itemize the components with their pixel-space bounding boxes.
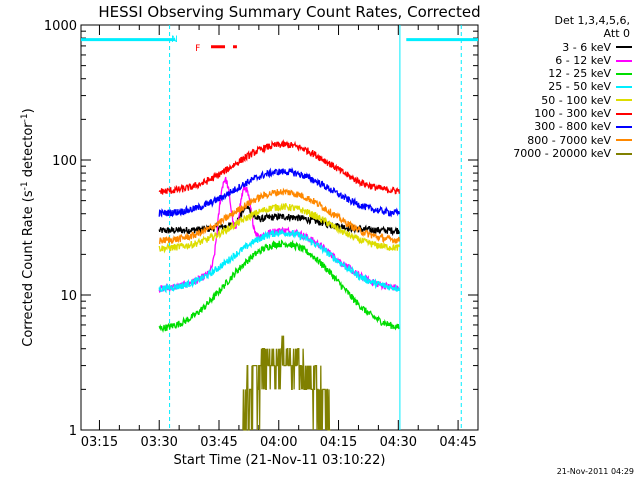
legend-entry: 800 - 7000 keV xyxy=(470,134,632,147)
y-tick-label: 1000 xyxy=(44,19,77,34)
legend-swatch xyxy=(616,152,632,155)
legend-label: 3 - 6 keV xyxy=(562,40,611,54)
series-line-3 xyxy=(158,228,400,294)
series-line-5 xyxy=(158,139,400,195)
x-tick-label: 04:00 xyxy=(260,435,297,450)
legend-label: 300 - 800 keV xyxy=(534,120,611,134)
chart-title: HESSI Observing Summary Count Rates, Cor… xyxy=(98,3,480,21)
legend-entry: 6 - 12 keV xyxy=(470,54,632,67)
x-tick-label: 04:45 xyxy=(439,435,476,450)
legend-entry: 12 - 25 keV xyxy=(470,67,632,80)
legend-swatch xyxy=(616,99,632,102)
flag-label: F xyxy=(195,44,200,54)
x-tick-label: 04:30 xyxy=(380,435,417,450)
legend-swatch xyxy=(616,46,632,49)
series-line-2 xyxy=(158,239,400,333)
legend-swatch xyxy=(616,72,632,75)
y-tick-label: 100 xyxy=(52,154,77,169)
y-axis-label-part: ) xyxy=(21,108,36,113)
legend-entry: 100 - 300 keV xyxy=(470,107,632,120)
legend-swatch xyxy=(616,126,632,129)
series-line-8 xyxy=(242,335,331,431)
y-axis-label-part: detector xyxy=(21,122,36,182)
legend-swatch xyxy=(616,86,632,89)
y-axis-label-part: -1 xyxy=(20,113,30,122)
x-axis-label: Start Time (21-Nov-11 03:10:22) xyxy=(174,453,386,468)
legend-entry: 25 - 50 keV xyxy=(470,80,632,93)
y-axis-label-part: Corrected Count Rate (s xyxy=(21,190,36,347)
legend-header-attenuator: Att 0 xyxy=(603,27,630,41)
legend-entry: 3 - 6 keV xyxy=(470,41,632,54)
legend-entry: 300 - 800 keV xyxy=(470,120,632,133)
legend-entry: 50 - 100 keV xyxy=(470,94,632,107)
y-axis-label-part: -1 xyxy=(20,181,30,190)
flag-label: N xyxy=(171,35,178,45)
series-line-6 xyxy=(158,166,400,218)
x-tick-label: 04:15 xyxy=(320,435,357,450)
x-tick-label: 03:15 xyxy=(81,435,118,450)
legend-label: 800 - 7000 keV xyxy=(527,133,611,147)
legend-label: 25 - 50 keV xyxy=(548,80,611,94)
legend-entry: 7000 - 20000 keV xyxy=(470,147,632,160)
x-tick-label: 03:45 xyxy=(200,435,237,450)
y-tick-label: 10 xyxy=(60,289,77,304)
y-axis-label: Corrected Count Rate (s-1 detector-1) xyxy=(20,108,36,346)
legend-label: 6 - 12 keV xyxy=(555,53,611,67)
legend-label: 100 - 300 keV xyxy=(534,107,611,121)
legend-swatch xyxy=(616,59,632,62)
legend-label: 12 - 25 keV xyxy=(548,67,611,81)
legend-label: 7000 - 20000 keV xyxy=(513,146,611,160)
series-line-4 xyxy=(158,202,400,254)
legend-label: 50 - 100 keV xyxy=(541,93,611,107)
series-line-1 xyxy=(158,176,400,294)
legend: Det 1,3,4,5,6, Att 0 3 - 6 keV 6 - 12 keV… xyxy=(470,14,632,160)
legend-header-detectors: Det 1,3,4,5,6, xyxy=(554,14,630,27)
series-line-7 xyxy=(158,187,400,245)
legend-swatch xyxy=(616,139,632,142)
y-tick-label: 1 xyxy=(69,424,77,439)
x-tick-label: 03:30 xyxy=(140,435,177,450)
timestamp: 21-Nov-2011 04:29 xyxy=(556,467,634,476)
legend-swatch xyxy=(616,112,632,115)
plot-frame xyxy=(80,24,479,431)
